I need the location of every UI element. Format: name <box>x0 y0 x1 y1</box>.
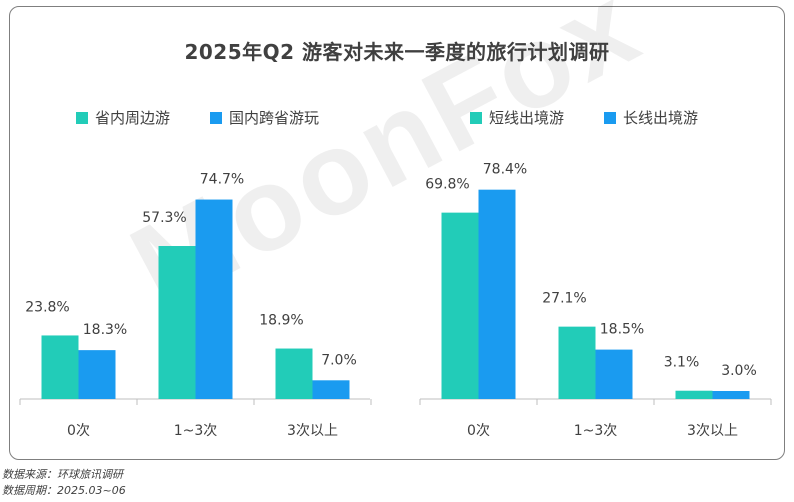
data-label: 23.8% <box>25 299 69 315</box>
legend-item-province: 省内周边游 <box>76 107 170 128</box>
legend-label: 短线出境游 <box>489 109 565 127</box>
bar <box>595 349 633 399</box>
legend-item-long-outbound: 长线出境游 <box>604 107 698 128</box>
bar <box>158 246 196 399</box>
bar <box>195 199 233 399</box>
bar <box>712 390 750 399</box>
chart-card <box>9 6 785 460</box>
legend-swatch-teal <box>76 111 88 124</box>
data-label: 27.1% <box>542 291 586 307</box>
x-tick-label: 3次以上 <box>287 423 338 439</box>
bar <box>675 390 713 399</box>
x-tick-label: 0次 <box>67 423 90 439</box>
bar <box>312 380 350 399</box>
bar <box>78 350 116 399</box>
data-label: 3.0% <box>721 363 757 379</box>
data-label: 3.1% <box>664 355 700 371</box>
bar <box>478 189 516 399</box>
legend-left: 省内周边游 国内跨省游玩 <box>76 107 319 128</box>
x-tick-label: 0次 <box>467 423 490 439</box>
legend-swatch-blue <box>604 111 617 124</box>
x-tick-label: 1~3次 <box>174 423 218 439</box>
data-label: 78.4% <box>483 162 527 178</box>
legend-item-short-outbound: 短线出境游 <box>470 107 564 128</box>
bar <box>275 348 313 399</box>
data-label: 7.0% <box>321 352 357 368</box>
bar <box>441 212 479 399</box>
legend-label: 国内跨省游玩 <box>229 109 320 127</box>
legend-item-interprovince: 国内跨省游玩 <box>210 107 319 128</box>
source-line: 数据来源：环球旅讯调研 <box>2 468 123 481</box>
x-tick-label: 3次以上 <box>687 423 738 439</box>
data-label: 74.7% <box>200 172 244 188</box>
legend-label: 省内周边游 <box>95 109 171 127</box>
data-label: 57.3% <box>142 210 186 226</box>
legend-swatch-teal <box>470 111 482 124</box>
data-label: 69.8% <box>425 177 469 193</box>
chart-title: 2025年Q2 游客对未来一季度的旅行计划调研 <box>184 40 610 64</box>
period-line: 数据周期：2025.03~06 <box>2 484 126 497</box>
legend-right: 短线出境游 长线出境游 <box>470 107 698 128</box>
legend-label: 长线出境游 <box>623 109 699 127</box>
legend-swatch-blue <box>210 111 223 124</box>
bar <box>558 326 596 399</box>
x-tick-label: 1~3次 <box>574 423 618 439</box>
bar <box>41 335 79 399</box>
data-label: 18.5% <box>600 322 644 338</box>
data-label: 18.9% <box>259 313 303 329</box>
data-label: 18.3% <box>83 322 127 338</box>
